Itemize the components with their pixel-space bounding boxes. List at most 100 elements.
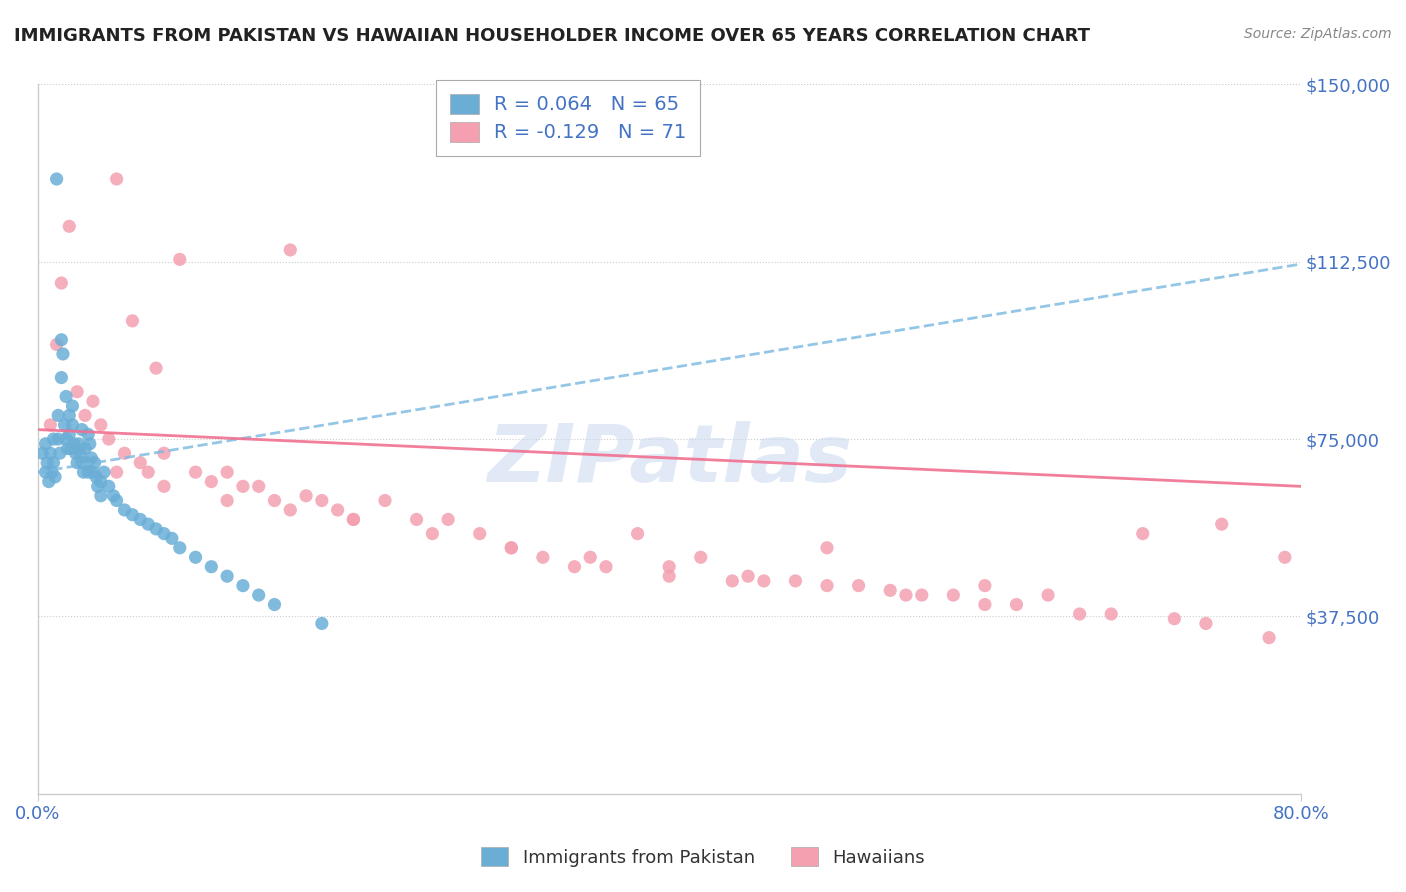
Point (422, 526, 444, 541)
Point (80, 450, 103, 465)
Point (468, 526, 491, 541)
Point (879, 583, 901, 598)
Point (121, 314, 143, 328)
Point (58, 427, 80, 442)
Point (82, 394, 104, 409)
Point (82, 465, 104, 479)
Point (689, 550, 711, 565)
Point (437, 512, 460, 526)
Point (83, 456, 105, 470)
Point (278, 503, 301, 517)
Point (97, 479, 120, 493)
Point (973, 598, 995, 612)
Point (62, 399, 84, 413)
Point (34, 465, 56, 479)
Point (973, 579, 995, 593)
Point (45, 172, 67, 186)
Point (169, 252, 191, 267)
Point (894, 588, 917, 602)
Point (342, 512, 364, 526)
Point (86, 479, 108, 493)
Point (58, 409, 80, 423)
Point (70, 423, 93, 437)
Point (153, 446, 176, 460)
Point (564, 559, 586, 574)
Point (51, 333, 73, 347)
Point (815, 541, 838, 555)
Point (136, 517, 159, 532)
Point (97, 432, 120, 446)
Point (65, 446, 87, 460)
Point (1274, 550, 1296, 565)
Point (67, 437, 90, 451)
Point (263, 493, 285, 508)
Point (53, 417, 76, 432)
Point (79, 437, 101, 451)
Point (217, 493, 239, 508)
Point (579, 550, 602, 565)
Point (1099, 607, 1122, 621)
Point (73, 409, 96, 423)
Point (49, 446, 72, 460)
Point (55, 432, 77, 446)
Point (121, 508, 143, 522)
Point (46, 432, 69, 446)
Point (62, 417, 84, 432)
Point (311, 616, 333, 631)
Point (311, 493, 333, 508)
Point (136, 465, 159, 479)
Point (129, 512, 152, 526)
Point (200, 559, 222, 574)
Point (114, 446, 136, 460)
Point (217, 569, 239, 583)
Point (153, 479, 176, 493)
Point (70, 456, 93, 470)
Point (153, 526, 176, 541)
Point (39, 417, 62, 432)
Point (911, 588, 934, 602)
Point (1036, 588, 1059, 602)
Point (90, 417, 112, 432)
Point (263, 598, 285, 612)
Point (405, 512, 427, 526)
Point (1132, 526, 1154, 541)
Point (105, 493, 128, 508)
Point (1258, 631, 1281, 645)
Point (44, 470, 66, 484)
Point (626, 526, 648, 541)
Text: Source: ZipAtlas.com: Source: ZipAtlas.com (1244, 27, 1392, 41)
Point (55, 390, 77, 404)
Point (184, 550, 207, 565)
Point (374, 493, 396, 508)
Point (77, 465, 100, 479)
Point (160, 532, 183, 546)
Point (342, 512, 364, 526)
Point (42, 456, 65, 470)
Point (51, 370, 73, 384)
Point (1211, 517, 1233, 532)
Point (169, 541, 191, 555)
Point (37, 456, 59, 470)
Point (501, 541, 523, 555)
Point (145, 522, 167, 536)
Point (1195, 616, 1218, 631)
Point (34, 437, 56, 451)
Point (38, 475, 60, 489)
Point (1163, 612, 1185, 626)
Point (785, 574, 807, 588)
Point (76, 456, 98, 470)
Point (278, 243, 301, 257)
Point (145, 361, 167, 376)
Point (41, 465, 63, 479)
Point (105, 172, 128, 186)
Text: ZIPatlas: ZIPatlas (486, 421, 852, 500)
Point (84, 470, 107, 484)
Point (658, 559, 681, 574)
Point (103, 489, 125, 503)
Point (42, 432, 65, 446)
Point (66, 384, 89, 399)
Point (69, 446, 91, 460)
Point (942, 588, 965, 602)
Point (232, 479, 254, 493)
Point (217, 465, 239, 479)
